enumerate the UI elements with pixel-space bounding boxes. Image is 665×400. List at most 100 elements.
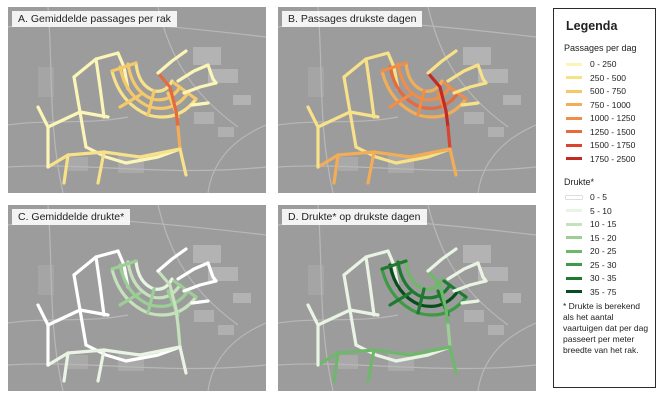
legend-swatch — [566, 209, 582, 212]
map-block — [463, 47, 491, 65]
map-block — [193, 245, 221, 263]
map-block — [38, 67, 54, 97]
canal-segment — [84, 343, 128, 363]
canal-segment — [118, 291, 142, 307]
legend-label: 750 - 1000 — [590, 99, 631, 110]
canal-segment — [178, 345, 188, 375]
canal-segment — [332, 153, 340, 185]
legend-item: 20 - 25 — [566, 246, 616, 256]
map-block — [308, 265, 324, 295]
canal-segment — [84, 145, 128, 165]
legend-item: 1500 - 1750 — [566, 140, 635, 150]
legend-drukte-title: Drukte* — [564, 177, 595, 187]
map-road — [317, 205, 334, 391]
map-road — [8, 363, 266, 370]
legend-label: 10 - 15 — [590, 219, 617, 229]
map-block — [488, 325, 504, 335]
legend-swatch — [566, 249, 582, 253]
map-road — [207, 322, 266, 391]
map-panel-b: B. Passages drukste dagen — [278, 7, 536, 193]
legend-swatch — [566, 143, 582, 147]
canal-segment — [156, 247, 188, 273]
map-block — [194, 310, 214, 322]
map-road — [278, 314, 399, 324]
legend-swatch — [566, 290, 582, 293]
legend-label: 1750 - 2500 — [590, 153, 636, 164]
legend-label: 1000 - 1250 — [590, 113, 636, 123]
canal-segment — [94, 57, 106, 119]
canal-segment — [156, 269, 180, 327]
canal-segment — [46, 308, 82, 327]
canal-segment — [366, 150, 376, 185]
legend-label: 25 - 30 — [590, 259, 617, 270]
canal-segment — [62, 351, 70, 383]
legend-item: 1000 - 1250 — [566, 113, 635, 123]
canal-segment — [176, 125, 182, 151]
canal-segment — [306, 105, 320, 169]
map-road — [8, 165, 266, 172]
canal-segment — [102, 345, 182, 357]
legend-swatch — [566, 236, 582, 239]
canal-segment — [206, 63, 218, 85]
canal-segment — [426, 49, 458, 75]
panel-title: A. Gemiddelde passages per rak — [12, 11, 177, 27]
map-panel-a: A. Gemiddelde passages per rak — [8, 7, 266, 193]
map-block — [194, 112, 214, 124]
map-block — [503, 95, 521, 105]
canal-segment — [426, 269, 450, 327]
canal-segment — [460, 299, 480, 305]
map-block — [68, 157, 88, 171]
legend-swatch — [566, 76, 582, 79]
map-road — [317, 7, 334, 193]
map-block — [218, 325, 234, 335]
legend-label: 250 - 500 — [590, 72, 626, 83]
legend-swatch — [566, 62, 582, 66]
canal-segment — [448, 345, 458, 375]
legend-item: 500 - 750 — [566, 86, 626, 96]
map-road — [278, 116, 399, 126]
legend-label: 20 - 25 — [590, 246, 617, 256]
canal-segment — [452, 279, 488, 293]
canal-segment — [354, 145, 398, 165]
canal-segment — [372, 147, 452, 159]
legend-swatch — [566, 276, 582, 280]
map-block — [218, 127, 234, 137]
canal-segment — [102, 147, 182, 159]
panel-title: C. Gemiddelde drukte* — [12, 209, 131, 225]
map-block — [308, 67, 324, 97]
canal-segment — [380, 259, 408, 271]
legend-item: 25 - 30 — [566, 260, 616, 270]
panel-title: D. Drukte* op drukste dagen — [282, 209, 427, 225]
canal-segment — [446, 261, 480, 281]
canal-segment — [36, 105, 50, 169]
canal-segment — [156, 71, 180, 129]
canal-segment — [372, 345, 452, 357]
panel-title: B. Passages drukste dagen — [282, 11, 423, 27]
legend-swatch — [566, 130, 582, 133]
map-road — [278, 363, 536, 370]
map-road — [477, 322, 536, 391]
legend-label: 15 - 20 — [590, 232, 617, 243]
legend-item: 10 - 15 — [566, 219, 616, 229]
canal-map — [8, 7, 266, 193]
legend-item: 750 - 1000 — [566, 100, 631, 110]
map-block — [38, 265, 54, 295]
map-block — [463, 245, 491, 263]
canal-map — [8, 205, 266, 391]
legend-swatch — [566, 222, 582, 226]
map-panel-d: D. Drukte* op drukste dagen — [278, 205, 536, 391]
canal-segment — [332, 351, 340, 383]
map-block — [478, 267, 508, 281]
canal-segment — [146, 287, 156, 315]
map-road — [427, 205, 509, 326]
canal-segment — [316, 308, 352, 327]
map-block — [208, 267, 238, 281]
map-block — [193, 47, 221, 65]
canal-segment — [316, 110, 352, 129]
legend: Legenda Passages per dag 0 - 250 250 - 50… — [553, 8, 656, 388]
canal-segment — [366, 348, 376, 383]
canal-segment — [62, 153, 70, 185]
canal-segment — [156, 49, 188, 75]
canal-segment — [176, 323, 182, 349]
map-road — [207, 124, 266, 193]
